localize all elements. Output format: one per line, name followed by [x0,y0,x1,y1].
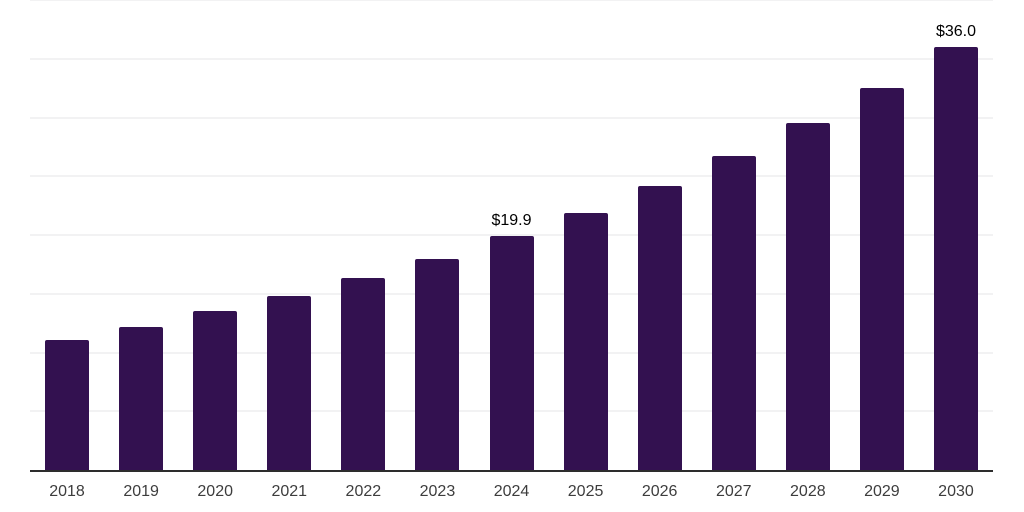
x-tick-2026: 2026 [641,483,678,500]
x-tick-2019: 2019 [123,483,159,500]
bar-2022 [341,278,386,470]
bar-slot-2028 [771,0,845,470]
bar-slot-2025 [549,0,623,470]
x-tick-2023: 2023 [419,483,456,500]
x-tick-2027: 2027 [715,483,752,500]
x-axis-line [30,470,993,472]
x-tick-2028: 2028 [790,483,826,500]
bar-2018 [45,339,90,470]
x-tick-2024: 2024 [493,483,530,500]
bar-slot-2029 [845,0,919,470]
gridline-20 [30,234,993,236]
x-axis-tick-labels: 2018 2019 2020 2021 2022 2023 2024 2025 2026 2027… [30,482,993,501]
gridline-35 [30,57,993,60]
bar-2021 [267,296,312,470]
x-tick-2029: 2029 [864,483,900,500]
gridline-25 [30,175,993,178]
plot-area: $19.9 $36.0 [30,0,993,472]
bar-slot-2023 [400,0,474,470]
gridline-30 [30,116,993,119]
bar-2030 [933,47,978,470]
bar-slot-2022 [326,0,400,470]
x-tick-2025: 2025 [567,483,604,500]
bar-2025 [563,212,608,470]
bar-slot-2019 [104,0,178,470]
bar-slot-2020 [178,0,252,470]
bar-slot-2021 [252,0,326,470]
bar-2027 [711,156,756,470]
x-tick-2020: 2020 [197,483,233,500]
bar-2023 [415,258,460,470]
bar-2024 [489,236,534,470]
bar-slot-2030: $36.0 [919,0,993,470]
bar-slot-2018 [30,0,104,470]
x-tick-2018: 2018 [49,483,85,500]
bar-slot-2026 [623,0,697,470]
data-label-2030: $36.0 [935,23,976,40]
gridline-40 [30,0,993,1]
bar-2028 [785,123,830,470]
bar-2020 [193,311,238,470]
bar-2026 [637,185,682,470]
x-tick-2022: 2022 [345,483,382,500]
bar-slot-2027 [697,0,771,470]
data-label-2024: $19.9 [491,212,532,230]
bar-2019 [119,326,164,470]
bar-2029 [859,88,904,470]
x-tick-2021: 2021 [271,483,308,500]
bar-slot-2024: $19.9 [474,0,548,470]
bars-row: $19.9 $36.0 [30,0,993,470]
x-tick-2030: 2030 [938,483,974,500]
